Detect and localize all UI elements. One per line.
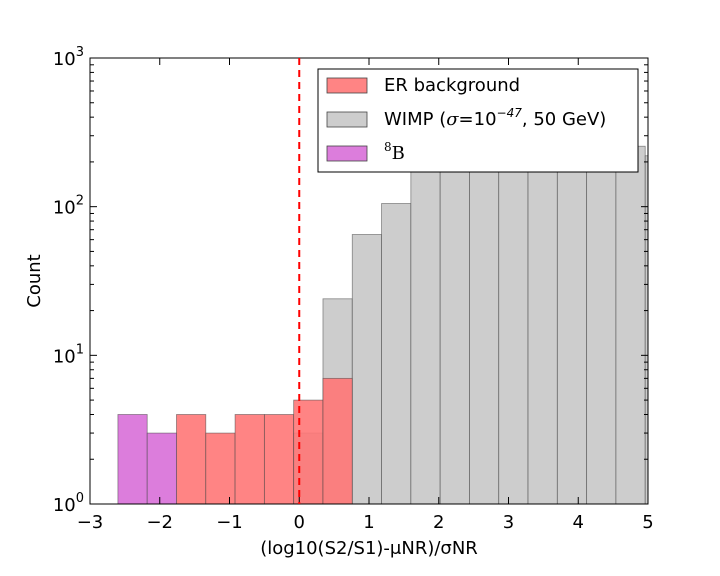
y-tick-label: 102	[53, 194, 84, 219]
legend: ER background WIMP (σ=10−47, 50 GeV) 8B	[317, 68, 639, 173]
x-tick-label: 1	[363, 512, 374, 533]
bar-wimp-10-50-gev--8	[351, 234, 382, 505]
x-tick-label: −2	[146, 512, 173, 533]
bar-wimp-10-50-gev--16	[586, 142, 617, 505]
plot-frame	[89, 57, 649, 505]
legend-text-part: =10	[459, 109, 497, 130]
y-tick-exponent: 0	[76, 491, 84, 506]
legend-swatch	[326, 77, 368, 94]
bar-er-background-4	[234, 414, 265, 505]
legend-label: ER background	[384, 75, 520, 96]
bar-8b-1	[146, 432, 177, 505]
bar-wimp-10-50-gev--17	[615, 145, 646, 505]
legend-box	[317, 68, 639, 173]
x-tick-label: 3	[503, 512, 514, 533]
x-tick-label: −1	[216, 512, 243, 533]
bar-8b-0	[117, 414, 148, 505]
legend-swatch	[326, 145, 368, 162]
legend-label: WIMP (σ=10−47, 50 GeV)	[384, 106, 606, 130]
bar-er-background-7	[322, 377, 353, 505]
legend-text-part: , 50 GeV)	[522, 109, 606, 130]
bar-wimp-10-50-gev--9	[381, 203, 412, 505]
y-tick-exponent: 3	[76, 45, 84, 60]
bar-wimp-10-50-gev--10	[410, 163, 441, 505]
y-tick-label: 100	[53, 491, 84, 516]
bar-wimp-10-50-gev--14	[527, 137, 558, 505]
bar-er-background-2	[176, 414, 207, 505]
x-tick-labels: −3 −2 −1 0 1 2 3 4 5	[77, 512, 654, 533]
bar-wimp-10-50-gev--12	[469, 140, 500, 505]
y-tick-exponent: 2	[76, 194, 84, 209]
y-tick-exponent: 1	[76, 342, 84, 357]
x-tick-label: 4	[573, 512, 584, 533]
bar-er-background-5	[263, 414, 295, 505]
bar-wimp-10-50-gev--11	[439, 135, 470, 505]
legend-superscript: 8	[384, 140, 392, 154]
y-tick-label: 103	[53, 45, 84, 70]
x-tick-label: 2	[433, 512, 444, 533]
x-axis-label: (log10(S2/S1)-μNR)/σNR	[260, 538, 478, 559]
bar-er-background-6	[293, 399, 324, 505]
bar-er-background-3	[205, 432, 236, 505]
legend-superscript: −47	[497, 106, 523, 120]
legend-text-part: WIMP (	[384, 109, 446, 130]
x-tick-label: −3	[77, 512, 104, 533]
histogram-bars	[117, 135, 649, 505]
y-tick-base: 10	[53, 495, 76, 516]
y-tick-base: 10	[53, 346, 76, 367]
legend-text-part: σ	[446, 109, 459, 130]
y-tick-base: 10	[53, 49, 76, 70]
legend-text-part: B	[392, 143, 405, 164]
legend-label: 8B	[384, 140, 405, 164]
x-tick-label: 5	[642, 512, 653, 533]
legend-swatch	[326, 111, 368, 128]
y-tick-base: 10	[53, 198, 76, 219]
bar-wimp-10-50-gev--13	[498, 138, 529, 505]
y-axis-label: Count	[24, 254, 45, 307]
x-tick-label: 0	[294, 512, 305, 533]
y-tick-label: 101	[53, 342, 84, 367]
bar-wimp-10-50-gev--15	[556, 142, 588, 505]
